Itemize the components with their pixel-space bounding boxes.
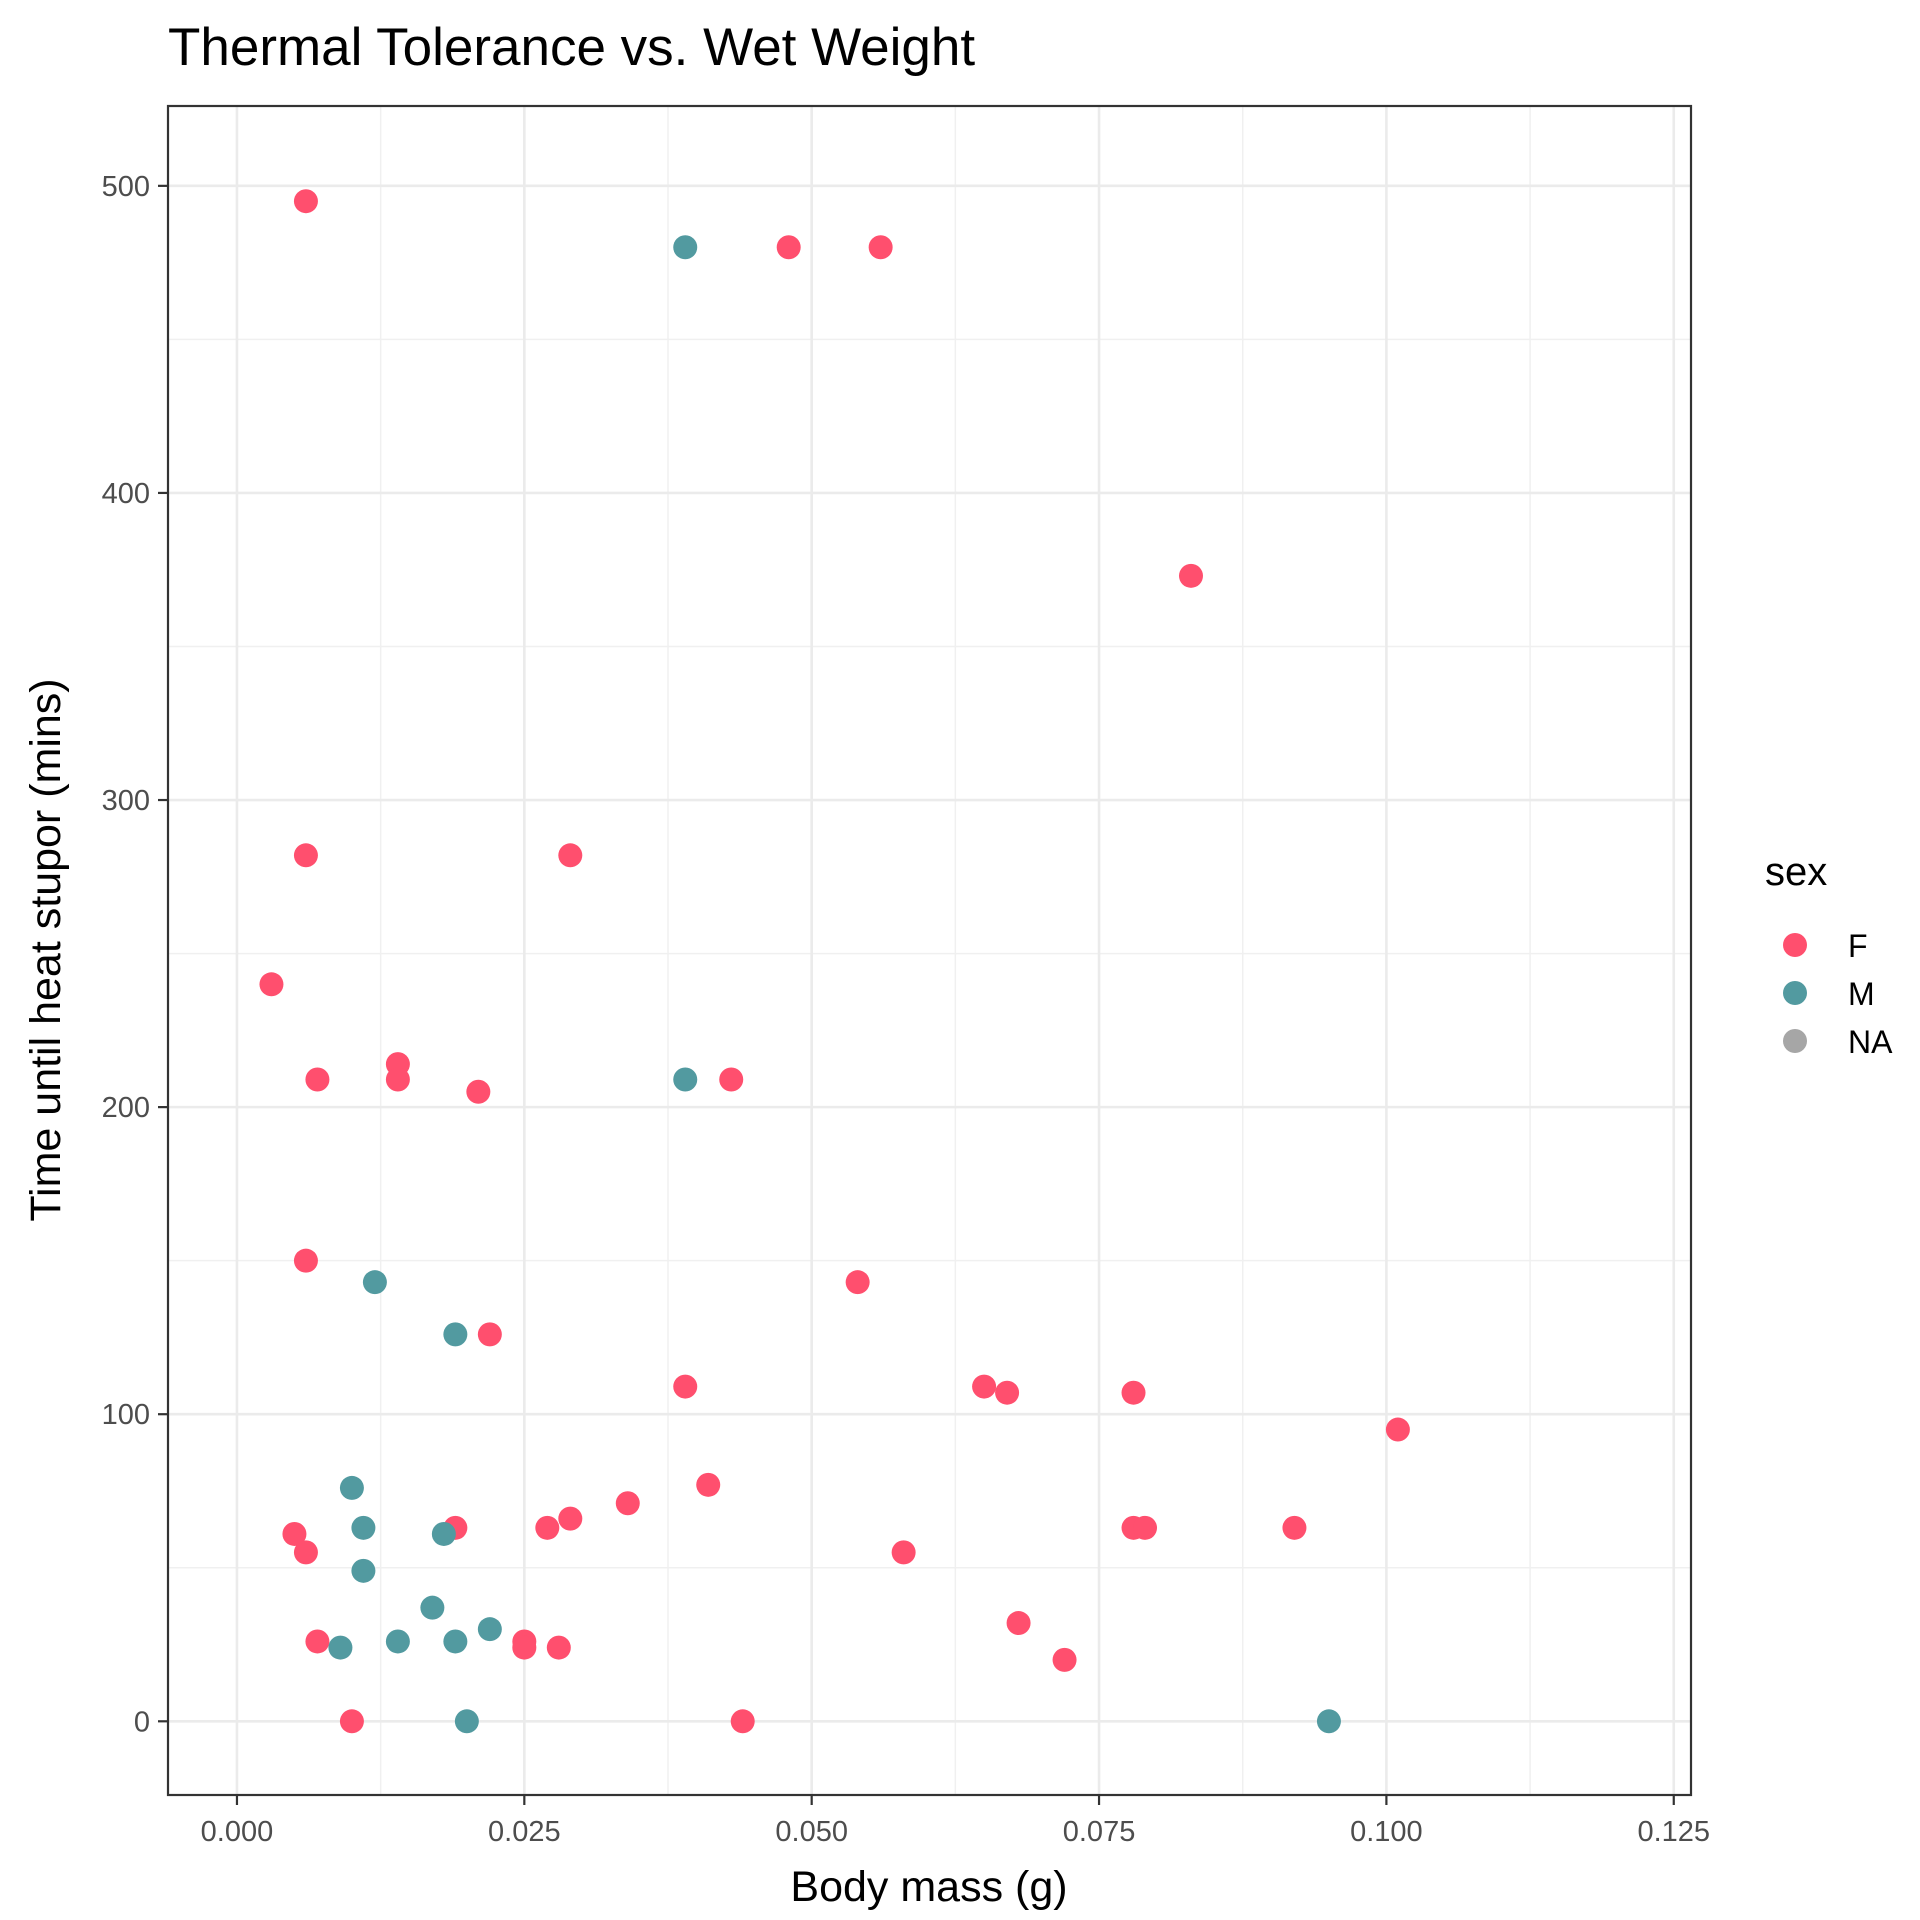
- legend-key-F: [1783, 933, 1807, 957]
- x-tick-label: 0.050: [775, 1816, 848, 1848]
- y-tick-label: 400: [102, 478, 150, 510]
- data-point-F: [1178, 563, 1203, 588]
- data-point-F: [730, 1709, 755, 1734]
- data-point-M: [443, 1322, 468, 1347]
- data-point-M: [431, 1521, 456, 1546]
- x-axis-title: Body mass (g): [790, 1863, 1067, 1911]
- data-point-F: [259, 972, 284, 997]
- legend-title: sex: [1765, 850, 1827, 894]
- data-point-F: [282, 1521, 307, 1546]
- data-point-M: [454, 1709, 479, 1734]
- minor-gridlines: [168, 106, 1691, 1795]
- legend: sex FM NA: [1765, 850, 1893, 1060]
- data-point-F: [845, 1270, 870, 1295]
- data-point-F: [293, 1248, 318, 1273]
- data-point-M: [339, 1475, 364, 1500]
- data-point-F: [558, 1506, 583, 1531]
- data-point-F: [535, 1515, 560, 1540]
- data-point-F: [1052, 1647, 1077, 1672]
- legend-label-M: M: [1848, 976, 1875, 1012]
- legend-label-F: F: [1848, 928, 1868, 964]
- x-tick-label: 0.000: [201, 1816, 274, 1848]
- data-point-M: [351, 1558, 376, 1583]
- data-point-M: [477, 1617, 502, 1642]
- data-point-M: [1316, 1709, 1341, 1734]
- data-point-F: [1006, 1611, 1031, 1636]
- data-point-F: [1282, 1515, 1307, 1540]
- data-point-F: [673, 1374, 698, 1399]
- data-point-F: [972, 1374, 997, 1399]
- data-point-F: [696, 1472, 721, 1497]
- data-point-M: [362, 1270, 387, 1295]
- y-tick-label: 300: [102, 785, 150, 817]
- data-point-F: [1121, 1380, 1146, 1405]
- data-point-F: [339, 1709, 364, 1734]
- data-point-F: [305, 1629, 330, 1654]
- data-point-F: [293, 189, 318, 214]
- data-point-M: [673, 235, 698, 260]
- data-point-F: [558, 843, 583, 868]
- y-axis-ticks: 0 100 200 300 400 500: [102, 171, 168, 1738]
- data-point-M: [673, 1067, 698, 1092]
- data-point-F: [305, 1067, 330, 1092]
- data-point-M: [328, 1635, 353, 1660]
- plot-border: [166, 104, 1693, 1797]
- y-tick-label: 500: [102, 171, 150, 203]
- data-point-F: [477, 1322, 502, 1347]
- data-point-F: [995, 1380, 1020, 1405]
- data-point-F: [293, 843, 318, 868]
- x-tick-label: 0.100: [1350, 1816, 1423, 1848]
- major-gridlines: [168, 106, 1691, 1795]
- data-points: [259, 189, 1410, 1734]
- data-point-F: [868, 235, 893, 260]
- y-tick-label: 100: [102, 1399, 150, 1431]
- data-point-F: [293, 1540, 318, 1565]
- data-point-M: [351, 1515, 376, 1540]
- data-point-F: [512, 1635, 537, 1660]
- data-point-M: [420, 1595, 445, 1620]
- legend-key-M: [1783, 981, 1807, 1005]
- legend-label-NA: NA: [1848, 1024, 1893, 1060]
- x-axis-ticks: 0.000 0.025 0.050 0.075 0.100 0.125: [201, 1795, 1710, 1848]
- data-point-F: [1133, 1515, 1158, 1540]
- legend-key-NA: [1783, 1029, 1807, 1053]
- x-tick-label: 0.075: [1063, 1816, 1136, 1848]
- y-axis-title: Time until heat stupor (mins): [22, 678, 70, 1221]
- data-point-F: [1385, 1417, 1410, 1442]
- plot-panel: [168, 106, 1691, 1795]
- data-point-F: [466, 1079, 491, 1104]
- y-tick-label: 200: [102, 1092, 150, 1124]
- data-point-F: [385, 1067, 410, 1092]
- data-point-F: [719, 1067, 744, 1092]
- data-point-M: [443, 1629, 468, 1654]
- data-point-F: [546, 1635, 571, 1660]
- chart-title: Thermal Tolerance vs. Wet Weight: [168, 18, 975, 77]
- data-point-F: [776, 235, 801, 260]
- y-tick-label: 0: [134, 1706, 150, 1738]
- data-point-F: [615, 1491, 640, 1516]
- data-point-M: [385, 1629, 410, 1654]
- x-tick-label: 0.025: [488, 1816, 561, 1848]
- x-tick-label: 0.125: [1637, 1816, 1710, 1848]
- data-point-F: [891, 1540, 916, 1565]
